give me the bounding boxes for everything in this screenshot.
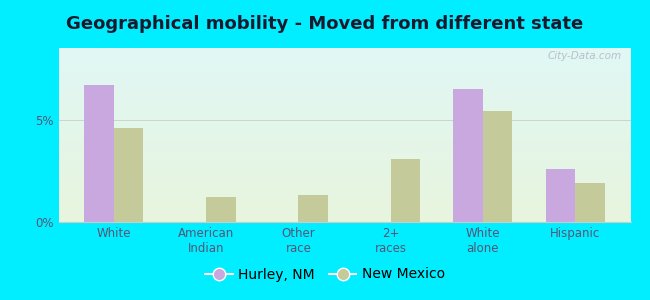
Bar: [298, 195, 328, 222]
Legend: Hurley, NM, New Mexico: Hurley, NM, New Mexico: [200, 262, 450, 287]
Text: Geographical mobility - Moved from different state: Geographical mobility - Moved from diffe…: [66, 15, 584, 33]
Bar: [453, 89, 483, 222]
Bar: [114, 128, 144, 222]
Text: City-Data.com: City-Data.com: [548, 52, 622, 61]
Bar: [545, 169, 575, 222]
Bar: [483, 112, 512, 222]
Bar: [391, 158, 420, 222]
Bar: [206, 197, 236, 222]
Bar: [575, 183, 604, 222]
Bar: [84, 85, 114, 222]
